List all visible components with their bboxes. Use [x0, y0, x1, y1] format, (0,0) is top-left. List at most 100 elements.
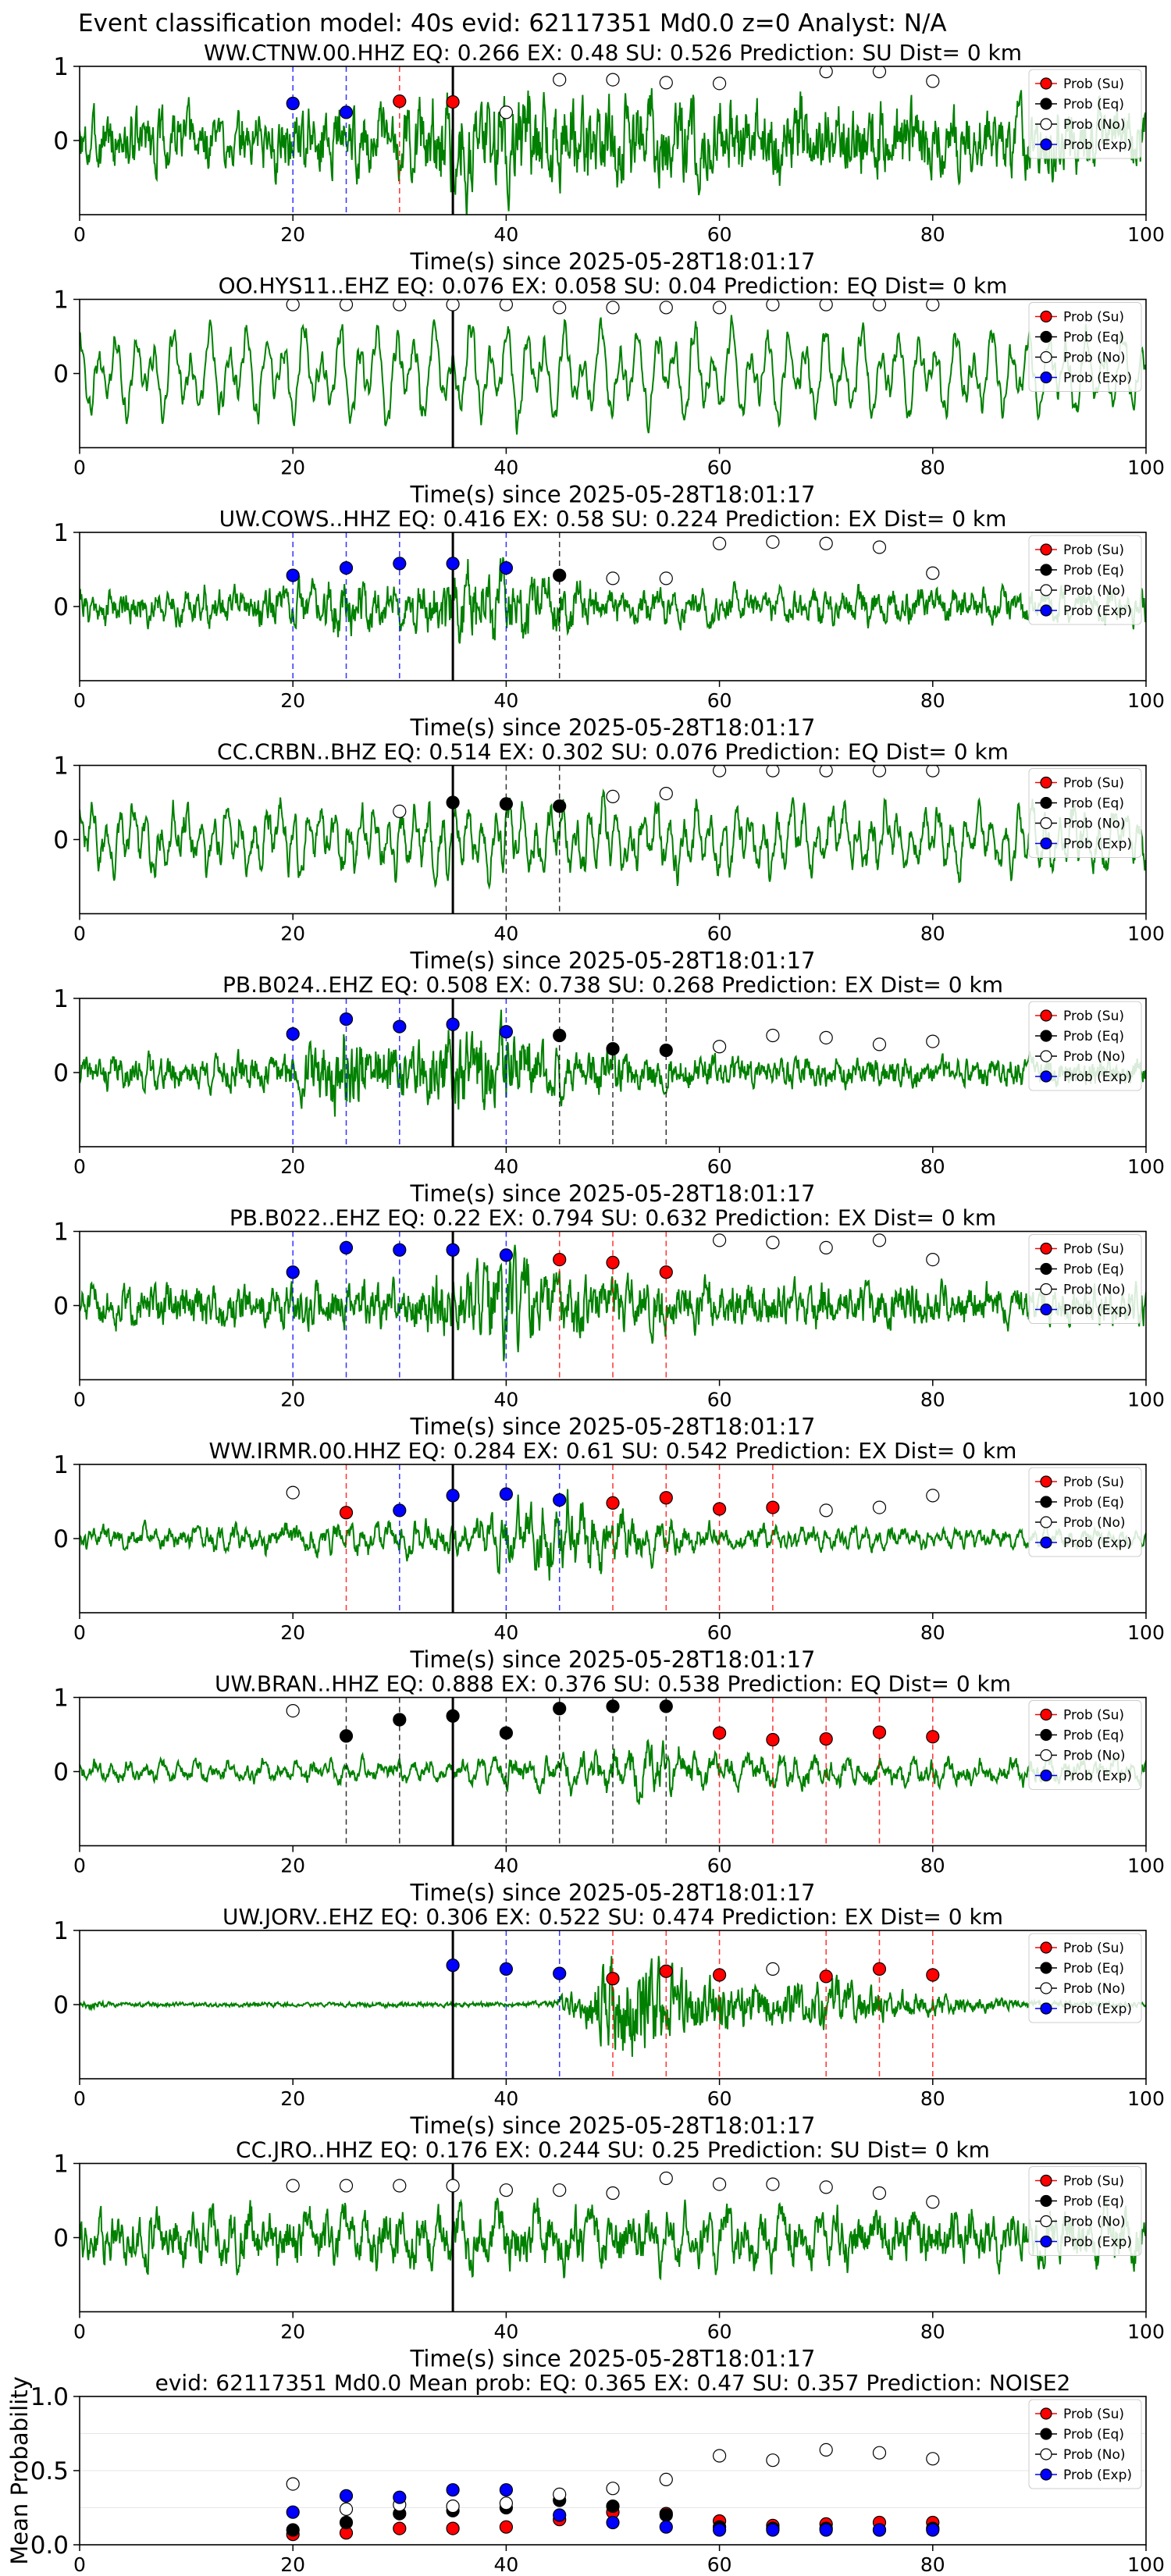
probability-point — [339, 105, 354, 119]
y-tick-label: 0 — [53, 827, 69, 855]
plot-content — [80, 2163, 1146, 2312]
legend: Prob (Su) Prob (Eq) Prob (No) Prob (Exp) — [1028, 1234, 1142, 1324]
legend: Prob (Su) Prob (Eq) Prob (No) Prob (Exp) — [1028, 1933, 1142, 2023]
x-tick-label: 20 — [280, 689, 305, 712]
probability-point — [553, 1702, 567, 1716]
legend-label: Prob (No) — [1063, 2215, 1126, 2230]
x-tick-label: 100 — [1127, 1855, 1165, 1877]
x-tick-label: 40 — [493, 223, 518, 246]
y-tick-label: 0 — [53, 2225, 69, 2253]
x-tick-label: 60 — [707, 2321, 732, 2343]
probability-point — [446, 795, 460, 809]
probability-point — [766, 765, 780, 777]
mean-probability-point — [393, 2521, 407, 2535]
probability-point — [926, 299, 940, 311]
legend-label: Prob (Su) — [1063, 1708, 1124, 1724]
panel-title: WW.CTNW.00.HHZ EQ: 0.266 EX: 0.48 SU: 0.… — [204, 40, 1022, 66]
y-tick-label: 1 — [53, 53, 69, 81]
probability-point — [446, 1959, 460, 1973]
probability-point — [499, 1962, 514, 1976]
probability-point — [339, 1506, 354, 1520]
y-tick-label: 0 — [53, 1293, 69, 1321]
legend-label: Prob (No) — [1063, 1515, 1126, 1531]
x-tick-label: 40 — [493, 2553, 518, 2576]
plot-content — [80, 2396, 1146, 2542]
legend-marker — [1040, 564, 1052, 576]
panel-title: UW.JORV..EHZ EQ: 0.306 EX: 0.522 SU: 0.4… — [222, 1904, 1003, 1930]
mean-probability-point — [819, 2443, 833, 2457]
legend-label: Prob (Su) — [1063, 76, 1124, 92]
panel-title: PB.B024..EHZ EQ: 0.508 EX: 0.738 SU: 0.2… — [222, 972, 1003, 998]
x-tick-label: 20 — [280, 457, 305, 479]
probability-point — [553, 2183, 567, 2197]
legend-label: Prob (Su) — [1063, 543, 1124, 558]
mean-probability-panel: evid: 62117351 Md0.0 Mean prob: EQ: 0.36… — [6, 2370, 1165, 2576]
mean-probability-point — [766, 2453, 780, 2467]
panel-title: UW.COWS..HHZ EQ: 0.416 EX: 0.58 SU: 0.22… — [219, 506, 1007, 532]
mean-probability-point — [712, 2523, 727, 2537]
x-tick-label: 40 — [493, 1389, 518, 1411]
probability-point — [926, 1252, 940, 1267]
legend-box — [1028, 1933, 1142, 2023]
panel-title: PB.B022..EHZ EQ: 0.22 EX: 0.794 SU: 0.63… — [230, 1205, 996, 1231]
plot-content — [80, 1697, 1146, 1846]
legend-label: Prob (Exp) — [1063, 837, 1132, 852]
x-tick-label: 20 — [280, 223, 305, 246]
legend-box — [1028, 2399, 1142, 2489]
probability-point — [499, 105, 514, 119]
legend-marker — [1040, 1749, 1052, 1762]
legend-marker — [1040, 371, 1052, 384]
x-tick-label: 0 — [73, 2087, 86, 2110]
mean-probability-point — [926, 2452, 940, 2466]
legend-label: Prob (Eq) — [1063, 330, 1124, 346]
probability-point — [393, 2179, 407, 2193]
probability-point — [713, 765, 727, 777]
legend-box — [1028, 1700, 1142, 1790]
probability-point — [446, 2179, 460, 2193]
legend-marker — [1040, 2407, 1052, 2420]
x-tick-label: 60 — [707, 1389, 732, 1411]
probability-point — [872, 1037, 887, 1051]
mean-probability-point — [446, 2500, 460, 2514]
x-tick-label: 40 — [493, 2087, 518, 2110]
probability-point — [659, 2171, 673, 2186]
legend-label: Prob (No) — [1063, 1049, 1126, 1065]
probability-point — [553, 1966, 567, 1980]
x-tick-label: 100 — [1127, 2087, 1165, 2110]
waveform-trace — [80, 315, 1146, 435]
x-tick-label: 0 — [73, 689, 86, 712]
plot-frame — [79, 764, 1147, 915]
legend: Prob (Su) Prob (Eq) Prob (No) Prob (Exp) — [1028, 1467, 1142, 1557]
x-tick-label: 0 — [73, 457, 86, 479]
mean-probability-point — [819, 2523, 833, 2537]
x-tick-label: 60 — [707, 1855, 732, 1877]
probability-point — [286, 1485, 300, 1500]
legend-marker — [1040, 604, 1052, 617]
x-axis-label: Time(s) since 2025-05-28T18:01:17 — [410, 2112, 816, 2139]
legend-marker — [1040, 1475, 1052, 1488]
probability-point — [339, 299, 354, 311]
y-tick-label: 0 — [53, 1525, 69, 1553]
probability-point — [499, 2183, 514, 2197]
plot-frame — [79, 66, 1147, 215]
x-tick-label: 60 — [707, 2553, 732, 2576]
legend-label: Prob (Exp) — [1063, 2001, 1132, 2017]
x-tick-label: 20 — [280, 2321, 305, 2343]
legend-label: Prob (No) — [1063, 583, 1126, 599]
y-tick-label: 1 — [53, 985, 69, 1013]
probability-point — [872, 540, 887, 554]
plot-frame — [79, 998, 1147, 1147]
legend-marker — [1040, 1262, 1052, 1276]
legend-label: Prob (Su) — [1063, 1475, 1124, 1490]
probability-point — [766, 535, 780, 549]
legend-label: Prob (Exp) — [1063, 2467, 1132, 2483]
legend-label: Prob (Exp) — [1063, 2235, 1132, 2250]
x-tick-label: 100 — [1127, 2553, 1165, 2576]
waveform-trace — [80, 1489, 1146, 1581]
probability-point — [819, 1969, 833, 1984]
x-tick-label: 100 — [1127, 1621, 1165, 1644]
x-tick-label: 80 — [920, 1855, 945, 1877]
waveform-trace — [80, 87, 1146, 215]
legend-marker — [1040, 584, 1052, 596]
